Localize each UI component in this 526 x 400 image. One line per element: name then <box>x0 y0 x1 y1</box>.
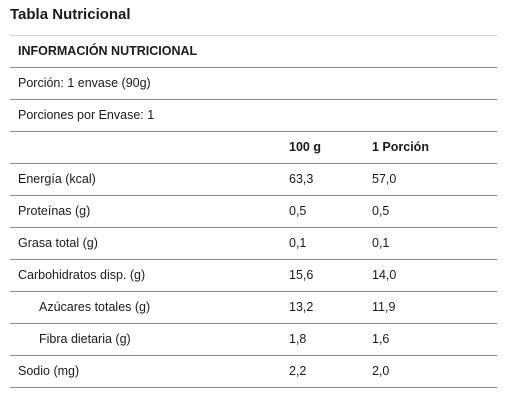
row-label: Carbohidratos disp. (g) <box>18 268 146 282</box>
table-row-grasa-total: Grasa total (g) 0,1 0,1 <box>10 228 497 260</box>
row-value-100g: 0,5 <box>289 204 307 218</box>
row-value-100g: 0,1 <box>289 236 307 250</box>
row-value-100g: 15,6 <box>289 268 314 282</box>
row-value-portion: 0,1 <box>372 236 390 250</box>
table-row-carbohidratos: Carbohidratos disp. (g) 15,6 14,0 <box>10 260 497 292</box>
row-label: Azúcares totales (g) <box>39 300 151 314</box>
row-value-portion: 11,9 <box>372 300 396 314</box>
table-row-fibra: Fibra dietaria (g) 1,8 1,6 <box>10 324 497 356</box>
row-value-100g: 13,2 <box>289 300 314 314</box>
row-value-100g: 63,3 <box>289 172 314 186</box>
table-row-energia: Energía (kcal) 63,3 57,0 <box>10 164 497 196</box>
row-label: Grasa total (g) <box>18 236 98 250</box>
column-header-row: 100 g 1 Porción <box>10 132 497 164</box>
table-row-azucares: Azúcares totales (g) 13,2 11,9 <box>10 292 497 324</box>
table-row-sodio: Sodio (mg) 2,2 2,0 <box>10 356 497 388</box>
servings-per-container-row: Porciones por Envase: 1 <box>10 100 497 132</box>
row-value-portion: 57,0 <box>372 172 397 186</box>
table-heading: INFORMACIÓN NUTRICIONAL <box>18 44 198 58</box>
row-label: Energía (kcal) <box>18 172 96 186</box>
row-value-100g: 1,8 <box>289 332 307 346</box>
table-heading-row: INFORMACIÓN NUTRICIONAL <box>10 36 497 68</box>
column-header-100g: 100 g <box>289 140 321 154</box>
row-value-100g: 2,2 <box>289 364 307 378</box>
row-label: Fibra dietaria (g) <box>39 332 131 346</box>
nutrition-table: INFORMACIÓN NUTRICIONAL Porción: 1 envas… <box>10 35 497 388</box>
page-title: Tabla Nutricional <box>10 6 131 23</box>
serving-size: Porción: 1 envase (90g) <box>18 76 151 90</box>
row-label: Sodio (mg) <box>18 364 80 378</box>
table-row-proteinas: Proteínas (g) 0,5 0,5 <box>10 196 497 228</box>
row-value-portion: 2,0 <box>372 364 390 378</box>
row-value-portion: 14,0 <box>372 268 397 282</box>
row-value-portion: 1,6 <box>372 332 390 346</box>
row-label: Proteínas (g) <box>18 204 91 218</box>
column-header-portion: 1 Porción <box>372 140 429 154</box>
servings-per-container: Porciones por Envase: 1 <box>18 108 155 122</box>
serving-size-row: Porción: 1 envase (90g) <box>10 68 497 100</box>
row-value-portion: 0,5 <box>372 204 390 218</box>
